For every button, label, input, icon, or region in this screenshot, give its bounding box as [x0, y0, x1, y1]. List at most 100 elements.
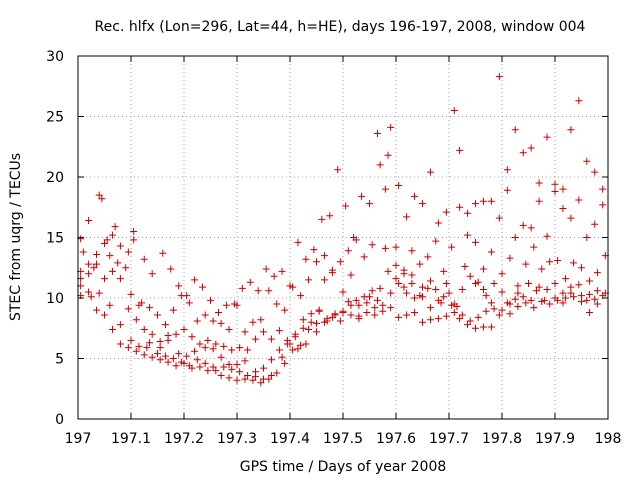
data-point-sat-a [130, 227, 138, 235]
data-point-sat-b [313, 258, 320, 266]
data-point-sat-e [551, 279, 559, 287]
data-point-sat-b [209, 317, 217, 325]
data-point-sat-f [373, 296, 381, 304]
data-point-sat-f [400, 283, 408, 291]
data-point-sat-b [111, 223, 119, 231]
y-tick-label: 0 [55, 412, 64, 428]
data-point-sat-f [408, 271, 416, 279]
data-point-sat-e [106, 301, 114, 309]
data-point-sat-b [289, 283, 297, 291]
data-point-sat-e [408, 279, 416, 287]
y-tick-label: 5 [55, 352, 64, 368]
data-point-sat-d [593, 287, 601, 295]
y-tick-label: 15 [46, 231, 64, 247]
data-point-sat-a [487, 197, 495, 205]
x-tick-label: 197.4 [270, 431, 310, 447]
data-point-sat-e [591, 295, 599, 303]
data-point-sat-d [379, 307, 387, 315]
data-point-sat-c [85, 288, 93, 296]
data-point-sat-f [260, 375, 267, 383]
data-point-sat-e [116, 321, 124, 329]
data-point-sat-a [167, 265, 175, 273]
data-point-sat-b [551, 188, 559, 196]
data-point-sat-a [450, 106, 458, 114]
data-point-sat-d [506, 310, 514, 318]
data-point-sat-d [434, 315, 442, 323]
data-point-sat-a [101, 240, 108, 248]
data-point-sat-a [108, 231, 116, 239]
data-point-sat-b [95, 191, 103, 199]
data-point-sat-b [527, 224, 535, 232]
data-point-sat-e [464, 321, 472, 329]
data-point-sat-d [371, 311, 379, 319]
data-point-sat-a [214, 309, 222, 317]
data-point-sat-a [124, 248, 132, 256]
data-point-sat-b [177, 292, 185, 300]
data-point-sat-c [236, 344, 244, 352]
data-point-sat-f [201, 344, 209, 352]
data-point-sat-c [514, 282, 522, 290]
data-point-sat-a [591, 168, 599, 176]
data-point-sat-b [448, 243, 456, 251]
data-point-sat-b [336, 258, 344, 266]
data-point-sat-b [495, 214, 503, 222]
data-point-sat-e [297, 341, 305, 349]
data-point-sat-d [363, 309, 371, 317]
data-point-sat-c [204, 336, 212, 344]
x-axis-label: GPS time / Days of year 2008 [240, 459, 447, 475]
data-point-sat-d [228, 365, 236, 373]
data-point-sat-d [426, 316, 434, 324]
data-point-sat-a [159, 249, 167, 257]
data-point-sat-f [175, 350, 183, 358]
data-point-sat-d [474, 313, 482, 321]
data-point-sat-e [154, 350, 161, 358]
data-point-sat-c [148, 330, 156, 338]
data-point-sat-f [156, 344, 164, 352]
data-point-sat-c [379, 301, 387, 309]
data-point-sat-a [175, 282, 183, 290]
data-point-sat-e [313, 328, 320, 336]
data-point-sat-e [368, 287, 376, 295]
data-point-sat-a [495, 73, 503, 81]
data-point-sat-d [562, 294, 570, 302]
x-tick-label: 197.6 [376, 431, 416, 447]
data-point-sat-f [355, 301, 363, 309]
data-point-sat-c [363, 299, 371, 307]
data-point-sat-d [116, 340, 124, 348]
data-point-sat-d [85, 270, 93, 278]
data-point-sat-e [432, 286, 440, 294]
data-point-sat-e [257, 379, 265, 387]
data-point-sat-c [267, 335, 275, 343]
data-point-sat-d [585, 290, 593, 298]
data-point-sat-b [583, 234, 591, 241]
data-point-sat-e [336, 317, 344, 325]
data-point-sat-a [85, 260, 93, 268]
data-point-sat-c [347, 301, 355, 309]
data-point-sat-e [575, 281, 583, 289]
data-point-sat-c [108, 267, 116, 275]
data-point-sat-f [525, 279, 532, 287]
data-point-sat-b [392, 243, 400, 251]
data-point-sat-a [246, 278, 254, 286]
chart-title: Rec. hlfx (Lon=296, Lat=44, h=HE), days … [95, 19, 586, 35]
data-point-sat-d [108, 325, 116, 333]
data-point-sat-a [511, 126, 519, 134]
data-point-sat-a [238, 284, 246, 292]
data-point-sat-e [305, 325, 313, 333]
data-point-sat-f [437, 299, 445, 307]
data-point-sat-d [172, 362, 180, 370]
data-point-sat-a [456, 146, 464, 154]
data-point-sat-f [106, 252, 114, 260]
data-point-sat-b [265, 287, 273, 295]
data-point-sat-e [511, 295, 519, 303]
data-point-sat-c [196, 340, 204, 348]
data-point-sat-e [519, 293, 527, 301]
data-point-sat-d [236, 368, 244, 376]
data-point-sat-a [294, 238, 302, 246]
data-point-sat-a [93, 250, 101, 258]
data-point-sat-f [366, 293, 373, 301]
data-point-sat-d [220, 363, 228, 371]
data-point-sat-c [395, 279, 403, 287]
data-point-sat-d [490, 305, 498, 313]
x-tick-label: 197.2 [164, 431, 204, 447]
